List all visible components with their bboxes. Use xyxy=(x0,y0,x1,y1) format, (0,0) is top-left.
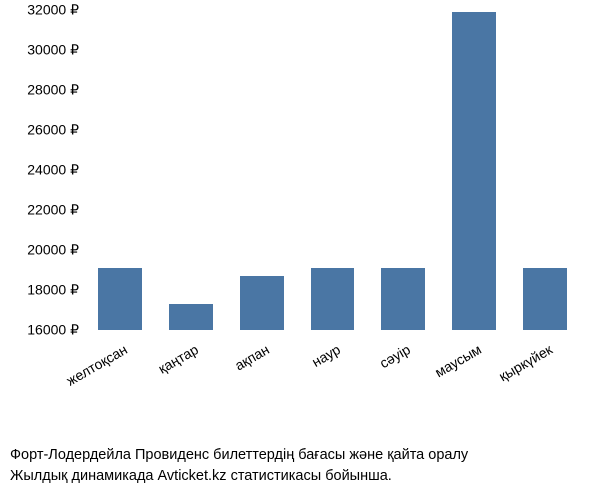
y-tick-label: 24000 ₽ xyxy=(27,162,79,179)
y-tick-label: 30000 ₽ xyxy=(27,42,79,59)
y-axis: 16000 ₽18000 ₽20000 ₽22000 ₽24000 ₽26000… xyxy=(0,10,85,330)
bar xyxy=(98,268,142,330)
bar xyxy=(169,304,213,330)
y-tick-label: 26000 ₽ xyxy=(27,122,79,139)
chart-caption: Форт-Лодердейла Провиденс билеттердің ба… xyxy=(10,445,468,487)
bar xyxy=(311,268,355,330)
y-tick-label: 32000 ₽ xyxy=(27,2,79,19)
y-tick-label: 16000 ₽ xyxy=(27,322,79,339)
y-tick-label: 18000 ₽ xyxy=(27,282,79,299)
bar xyxy=(523,268,567,330)
bar xyxy=(240,276,284,330)
price-chart: 16000 ₽ 18000 ₽ 20000 ₽ 22000 ₽ 24000 ₽ 26000… xyxy=(0,0,600,500)
caption-line-1: Форт-Лодердейла Провиденс билеттердің ба… xyxy=(10,445,468,466)
caption-line-2: Жылдық динамикада Avticket.kz статистика… xyxy=(10,466,468,487)
bar xyxy=(381,268,425,330)
y-tick-label: 20000 ₽ xyxy=(27,242,79,259)
y-tick-label: 22000 ₽ xyxy=(27,202,79,219)
y-tick-label: 28000 ₽ xyxy=(27,82,79,99)
plot-area xyxy=(85,10,580,330)
bar xyxy=(452,12,496,330)
